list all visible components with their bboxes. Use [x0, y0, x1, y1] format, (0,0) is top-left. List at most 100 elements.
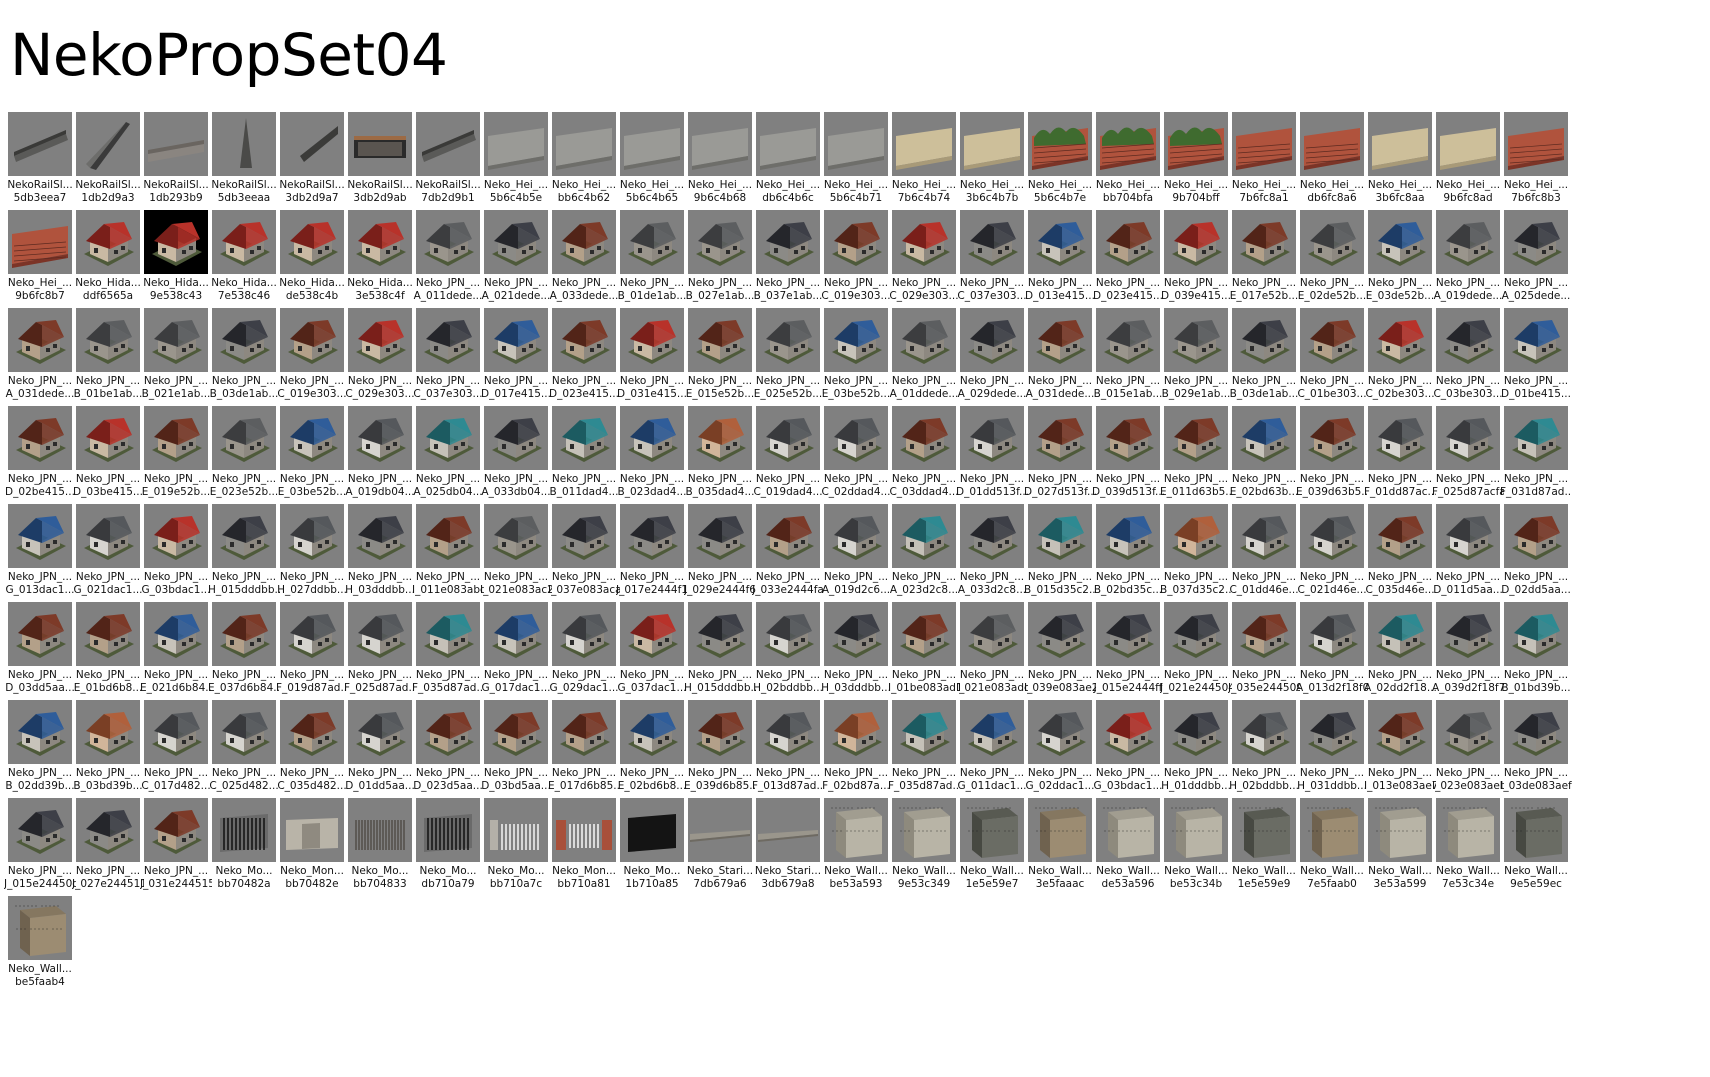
- file-item[interactable]: Neko_Hei_... 7b6c4b74: [888, 110, 960, 216]
- file-item[interactable]: Neko_JPN_... H_03dddbb...: [344, 502, 416, 608]
- file-item[interactable]: Neko_JPN_... J_033e2444fa: [752, 502, 824, 608]
- file-item[interactable]: Neko_Mo... bb710a7c: [480, 796, 552, 902]
- file-item[interactable]: Neko_JPN_... D_017e415...: [480, 306, 552, 412]
- file-item[interactable]: Neko_JPN_... C_02be303...: [1364, 306, 1436, 412]
- file-item[interactable]: Neko_JPN_... C_035d46e...: [1364, 502, 1436, 608]
- file-item[interactable]: Neko_Stari... 3db679a8: [752, 796, 824, 902]
- file-item[interactable]: Neko_Hei_... 5b6c4b5e: [480, 110, 552, 216]
- file-item[interactable]: Neko_JPN_... E_02bd6b8...: [616, 698, 688, 804]
- file-item[interactable]: Neko_JPN_... I_023e083aeb: [1432, 698, 1504, 804]
- file-item[interactable]: Neko_JPN_... A_01ddede...: [888, 306, 960, 412]
- file-item[interactable]: Neko_JPN_... D_039d513f...: [1092, 404, 1164, 510]
- file-item[interactable]: Neko_Hei_... db6fc8a6: [1296, 110, 1368, 216]
- file-item[interactable]: Neko_JPN_... E_017e52b...: [1228, 208, 1300, 314]
- file-item[interactable]: Neko_JPN_... B_015d35c2...: [1024, 502, 1096, 608]
- file-item[interactable]: Neko_JPN_... D_01dd5aa...: [344, 698, 416, 804]
- file-item[interactable]: Neko_JPN_... D_023e415...: [548, 306, 620, 412]
- file-item[interactable]: Neko_JPN_... E_023e52b...: [208, 404, 280, 510]
- file-item[interactable]: Neko_JPN_... A_031dede...: [1024, 306, 1096, 412]
- file-item[interactable]: Neko_JPN_... C_01be303...: [1296, 306, 1368, 412]
- file-item[interactable]: Neko_JPN_... A_013d2f18f0: [1296, 600, 1368, 706]
- file-item[interactable]: Neko_JPN_... F_013d87ad...: [752, 698, 824, 804]
- file-item[interactable]: Neko_JPN_... F_025d87ad...: [344, 600, 416, 706]
- file-item[interactable]: Neko_JPN_... J_031e244515: [140, 796, 212, 902]
- file-item[interactable]: Neko_JPN_... A_033dede...: [548, 208, 620, 314]
- file-item[interactable]: Neko_JPN_... F_035d87ad...: [888, 698, 960, 804]
- file-item[interactable]: Neko_JPN_... A_039d2f18f7: [1432, 600, 1504, 706]
- file-item[interactable]: Neko_JPN_... D_039e415...: [1160, 208, 1232, 314]
- file-item[interactable]: Neko_JPN_... E_02de52b...: [1296, 208, 1368, 314]
- file-item[interactable]: Neko_JPN_... G_017dac1...: [480, 600, 552, 706]
- file-item[interactable]: Neko_JPN_... H_015dddbb...: [208, 502, 280, 608]
- file-item[interactable]: Neko_JPN_... B_027e1ab...: [684, 208, 756, 314]
- file-item[interactable]: Neko_Hei_... 7b6fc8a1: [1228, 110, 1300, 216]
- file-item[interactable]: Neko_JPN_... D_01be415...: [1500, 306, 1572, 412]
- file-item[interactable]: Neko_JPN_... D_02be415...: [4, 404, 76, 510]
- file-item[interactable]: Neko_JPN_... A_031dede...: [4, 306, 76, 412]
- file-item[interactable]: Neko_JPN_... H_015dddbb...: [684, 600, 756, 706]
- file-item[interactable]: Neko_JPN_... A_033db04...: [480, 404, 552, 510]
- file-item[interactable]: Neko_JPN_... C_019dad4...: [752, 404, 824, 510]
- file-item[interactable]: Neko_JPN_... G_03bdac1...: [140, 502, 212, 608]
- file-item[interactable]: Neko_JPN_... E_039d63b5...: [1296, 404, 1368, 510]
- file-item[interactable]: Neko_Hida... 3e538c4f: [344, 208, 416, 314]
- file-item[interactable]: Neko_JPN_... A_021dede...: [480, 208, 552, 314]
- file-item[interactable]: Neko_JPN_... C_03ddad4...: [888, 404, 960, 510]
- file-item[interactable]: Neko_JPN_... J_029e2444f6: [684, 502, 756, 608]
- file-item[interactable]: Neko_JPN_... I_021e083ac2: [480, 502, 552, 608]
- file-item[interactable]: Neko_JPN_... C_019e303...: [820, 208, 892, 314]
- file-item[interactable]: Neko_JPN_... D_011d5aa...: [1432, 502, 1504, 608]
- file-item[interactable]: Neko_Hei_... bb704bfa: [1092, 110, 1164, 216]
- file-item[interactable]: Neko_JPN_... B_02bd35c...: [1092, 502, 1164, 608]
- file-item[interactable]: Neko_JPN_... D_03bd5aa...: [480, 698, 552, 804]
- file-item[interactable]: Neko_JPN_... F_01dd87ac...: [1364, 404, 1436, 510]
- file-item[interactable]: Neko_JPN_... G_02ddac1...: [1024, 698, 1096, 804]
- file-item[interactable]: Neko_JPN_... I_03de083aef: [1500, 698, 1572, 804]
- file-item[interactable]: Neko_Hei_... db6c4b6c: [752, 110, 824, 216]
- file-item[interactable]: Neko_JPN_... C_021d46e...: [1296, 502, 1368, 608]
- file-item[interactable]: Neko_Wall... be53a593: [820, 796, 892, 902]
- file-item[interactable]: Neko_JPN_... A_019db04...: [344, 404, 416, 510]
- file-item[interactable]: Neko_JPN_... E_017d6b85...: [548, 698, 620, 804]
- file-item[interactable]: Neko_Hida... 7e538c46: [208, 208, 280, 314]
- file-item[interactable]: Neko_Mo... 1b710a85: [616, 796, 688, 902]
- file-item[interactable]: Neko_JPN_... I_011e083abd: [412, 502, 484, 608]
- file-item[interactable]: Neko_JPN_... B_03bd39b...: [72, 698, 144, 804]
- file-item[interactable]: NekoRailSl... 5db3eea7: [4, 110, 76, 216]
- file-item[interactable]: Neko_Hei_... 9b6c4b68: [684, 110, 756, 216]
- file-item[interactable]: Neko_JPN_... H_027ddbb...: [276, 502, 348, 608]
- file-item[interactable]: Neko_Wall... 9e5e59ec: [1500, 796, 1572, 902]
- file-item[interactable]: NekoRailSl... 1db293b9: [140, 110, 212, 216]
- file-item[interactable]: Neko_JPN_... J_035e244509: [1228, 600, 1300, 706]
- file-item[interactable]: Neko_JPN_... E_025e52b...: [752, 306, 824, 412]
- file-item[interactable]: Neko_JPN_... B_03de1ab...: [1228, 306, 1300, 412]
- file-item[interactable]: Neko_JPN_... E_021d6b84...: [140, 600, 212, 706]
- file-item[interactable]: Neko_JPN_... B_01de1ab...: [616, 208, 688, 314]
- file-item[interactable]: Neko_Hei_... 3b6fc8aa: [1364, 110, 1436, 216]
- file-item[interactable]: Neko_JPN_... D_01dd513f...: [956, 404, 1028, 510]
- file-item[interactable]: Neko_JPN_... C_019e303...: [276, 306, 348, 412]
- file-item[interactable]: Neko_JPN_... C_029e303...: [344, 306, 416, 412]
- file-item[interactable]: Neko_JPN_... B_037d35c2...: [1160, 502, 1232, 608]
- file-item[interactable]: Neko_JPN_... C_03be303...: [1432, 306, 1504, 412]
- file-item[interactable]: Neko_Mo... bb704833: [344, 796, 416, 902]
- file-item[interactable]: Neko_JPN_... E_03de52b...: [1364, 208, 1436, 314]
- file-item[interactable]: NekoRailSl... 3db2d9a7: [276, 110, 348, 216]
- file-item[interactable]: Neko_JPN_... G_013dac1...: [4, 502, 76, 608]
- file-item[interactable]: Neko_JPN_... C_029e303...: [888, 208, 960, 314]
- file-item[interactable]: Neko_Wall... be5faab4: [4, 894, 76, 1000]
- file-item[interactable]: Neko_JPN_... E_02bd63b...: [1228, 404, 1300, 510]
- file-item[interactable]: NekoRailSl... 3db2d9ab: [344, 110, 416, 216]
- file-item[interactable]: Neko_Wall... de53a596: [1092, 796, 1164, 902]
- file-item[interactable]: Neko_JPN_... H_02bddbb...: [752, 600, 824, 706]
- file-item[interactable]: Neko_JPN_... E_039d6b85...: [684, 698, 756, 804]
- file-item[interactable]: Neko_JPN_... J_015e2444ff: [1092, 600, 1164, 706]
- file-item[interactable]: Neko_Hei_... 3b6c4b7b: [956, 110, 1028, 216]
- file-item[interactable]: Neko_Hei_... 5b6c4b7e: [1024, 110, 1096, 216]
- file-item[interactable]: Neko_Wall... 3e5faaac: [1024, 796, 1096, 902]
- file-item[interactable]: Neko_JPN_... C_02ddad4...: [820, 404, 892, 510]
- file-item[interactable]: Neko_Wall... 1e5e59e7: [956, 796, 1028, 902]
- file-item[interactable]: NekoRailSl... 7db2d9b1: [412, 110, 484, 216]
- file-item[interactable]: Neko_JPN_... C_025d482...: [208, 698, 280, 804]
- file-item[interactable]: Neko_Mo... db710a79: [412, 796, 484, 902]
